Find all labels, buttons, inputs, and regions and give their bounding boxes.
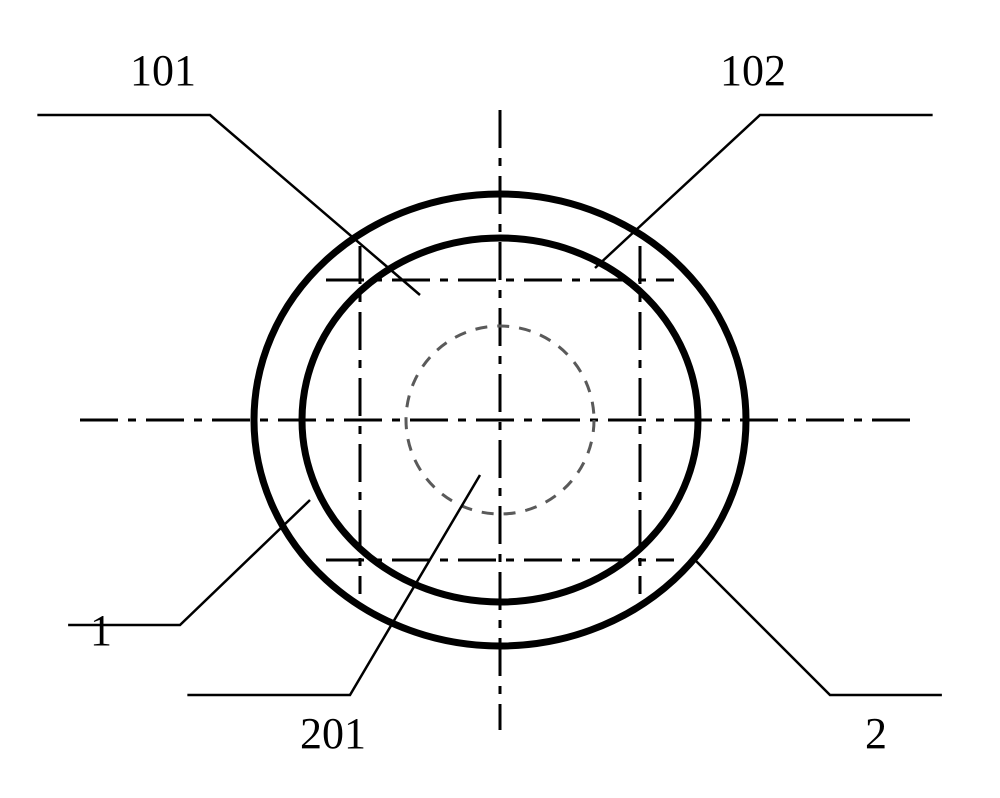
label-1: 1 — [90, 605, 112, 656]
label-2: 2 — [865, 708, 887, 759]
diagram-svg — [0, 0, 1000, 798]
label-101: 101 — [130, 45, 196, 96]
label-201: 201 — [300, 708, 366, 759]
label-102: 102 — [720, 45, 786, 96]
